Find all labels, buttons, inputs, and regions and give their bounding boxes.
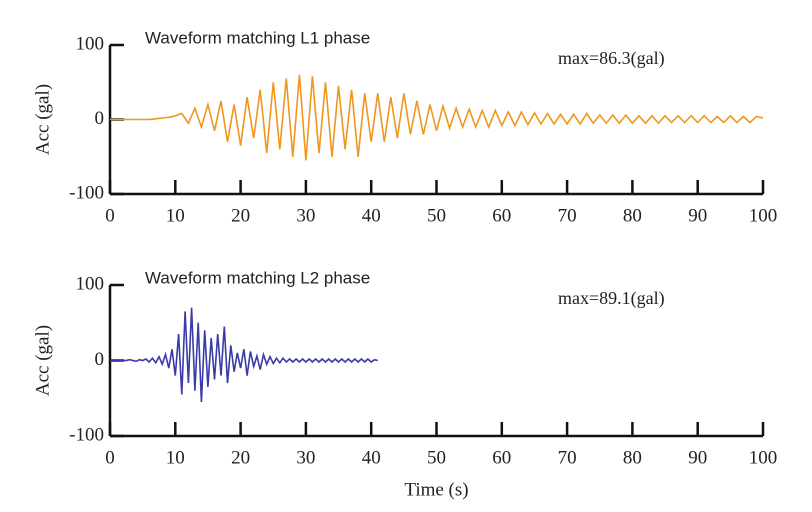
y-tick-label: 100 [76, 33, 105, 54]
y-axis-label: Acc (gal) [32, 84, 53, 155]
chart-title: Waveform matching L1 phase [145, 28, 370, 47]
waveform [110, 74, 764, 161]
x-tick-label: 80 [623, 447, 642, 468]
annotation: max=86.3(gal) [558, 48, 665, 69]
x-tick-label: 10 [166, 447, 185, 468]
y-tick-label: -100 [69, 182, 104, 203]
y-tick-label: -100 [69, 424, 104, 445]
x-tick-label: 20 [231, 205, 250, 226]
y-tick-label: 100 [76, 273, 105, 294]
x-tick-label: 90 [688, 447, 707, 468]
x-tick-label: 40 [362, 205, 381, 226]
y-tick-label: 0 [95, 349, 105, 370]
x-tick-label: 20 [231, 447, 250, 468]
x-tick-label: 30 [296, 447, 315, 468]
x-tick-label: 50 [427, 447, 446, 468]
x-tick-label: 0 [105, 447, 115, 468]
x-tick-label: 50 [427, 205, 446, 226]
x-tick-label: 60 [492, 205, 511, 226]
chart-title: Waveform matching L2 phase [145, 268, 370, 287]
x-tick-label: 80 [623, 205, 642, 226]
x-tick-label: 40 [362, 447, 381, 468]
waveform [110, 307, 378, 403]
x-tick-label: 10 [166, 205, 185, 226]
x-tick-label: 100 [749, 447, 778, 468]
y-tick-label: 0 [95, 108, 105, 129]
x-tick-label: 100 [749, 205, 778, 226]
annotation: max=89.1(gal) [558, 288, 665, 309]
x-tick-label: 90 [688, 205, 707, 226]
x-tick-label: 30 [296, 205, 315, 226]
y-axis-label: Acc (gal) [32, 325, 53, 396]
x-tick-label: 70 [558, 447, 577, 468]
x-axis-label: Time (s) [404, 479, 468, 500]
x-tick-label: 0 [105, 205, 115, 226]
x-tick-label: 60 [492, 447, 511, 468]
x-tick-label: 70 [558, 205, 577, 226]
